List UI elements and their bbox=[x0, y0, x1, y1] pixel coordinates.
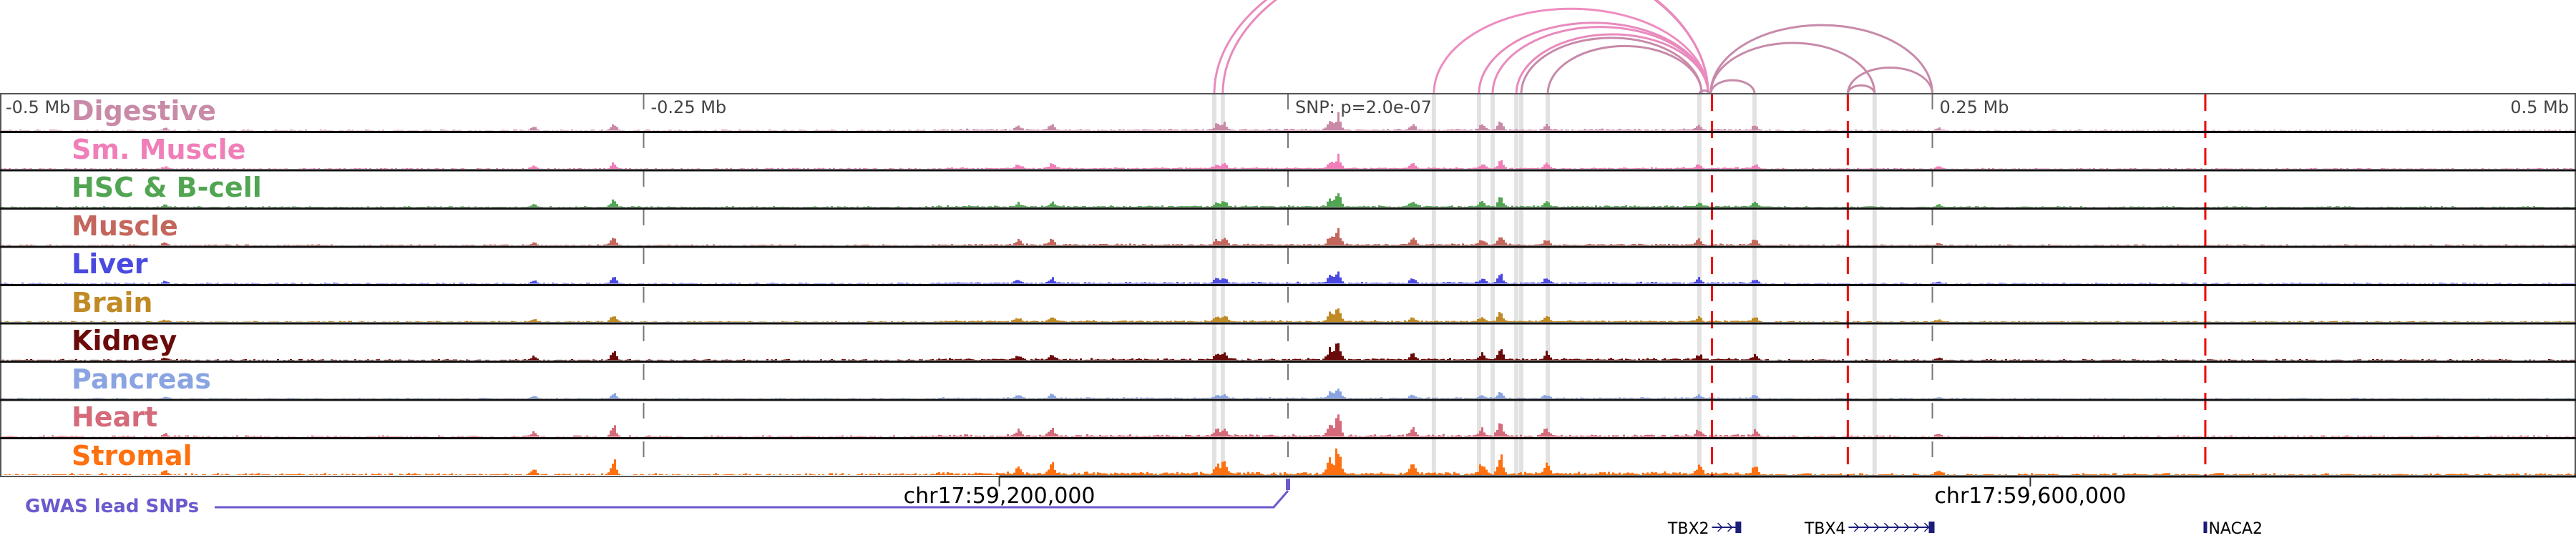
track-label-pancreas: Pancreas bbox=[72, 363, 211, 395]
strand-arrow-icon bbox=[1717, 522, 1723, 532]
gene-label-tbx2: TBX2 bbox=[1667, 520, 1709, 538]
signal-digestive bbox=[0, 112, 2576, 131]
strand-arrow-icon bbox=[1727, 522, 1733, 532]
loop-arc bbox=[1709, 79, 1756, 94]
track-label-brain: Brain bbox=[72, 286, 153, 318]
loop-arc bbox=[1546, 44, 1703, 94]
gwas-connector-line bbox=[215, 490, 1289, 509]
loop-arc bbox=[1221, 0, 1709, 94]
loop-arc bbox=[1433, 7, 1709, 94]
track-label-liver: Liver bbox=[72, 248, 148, 280]
strand-arrow-icon bbox=[1873, 522, 1880, 532]
loop-arc bbox=[1709, 41, 1876, 94]
strand-arrow-icon bbox=[1853, 522, 1860, 532]
gene-models bbox=[1712, 522, 2207, 533]
gene-exon bbox=[2203, 522, 2207, 533]
loop-arc bbox=[1520, 36, 1703, 94]
loop-arc bbox=[1846, 84, 1876, 94]
strand-arrow-icon bbox=[1883, 522, 1890, 532]
signal-liver bbox=[0, 271, 2576, 284]
signal-hsc-b-cell bbox=[0, 193, 2576, 207]
loop-arc bbox=[1698, 89, 1711, 94]
loop-arc bbox=[1846, 66, 1933, 94]
track-label-sm-muscle: Sm. Muscle bbox=[72, 133, 246, 165]
signal-brain bbox=[0, 308, 2576, 322]
loop-arc bbox=[1478, 21, 1709, 94]
gwas-connector bbox=[215, 479, 1290, 509]
strand-arrow-icon bbox=[1903, 522, 1910, 532]
axis-tick-label: 0.5 Mb bbox=[2510, 97, 2569, 117]
loop-arc bbox=[1491, 26, 1709, 94]
signal-muscle bbox=[0, 228, 2576, 245]
strand-arrow-icon bbox=[1863, 522, 1870, 532]
signal-sm-muscle bbox=[0, 153, 2576, 169]
track-label-kidney: Kidney bbox=[72, 325, 177, 356]
gene-exon bbox=[1735, 522, 1742, 533]
axis-tick-lines bbox=[643, 94, 1933, 476]
loop-arc bbox=[1709, 24, 1933, 94]
gene-label-tbx4: TBX4 bbox=[1804, 520, 1846, 538]
track-label-muscle: Muscle bbox=[72, 210, 178, 242]
signal-pancreas bbox=[0, 388, 2576, 398]
axis-tick-label: -0.25 Mb bbox=[650, 97, 727, 117]
strand-arrow-icon bbox=[1913, 522, 1920, 532]
strand-arrow-icon bbox=[1893, 522, 1900, 532]
gwas-track-label: GWAS lead SNPs bbox=[25, 496, 200, 517]
axis-tick-label: 0.25 Mb bbox=[1939, 97, 2009, 117]
coordinate-label: chr17:59,200,000 bbox=[903, 484, 1096, 509]
chromatin-loop-arcs bbox=[1213, 0, 1933, 94]
track-borders bbox=[0, 93, 2576, 486]
track-label-heart: Heart bbox=[72, 401, 158, 433]
axis-tick-label: SNP: p=2.0e-07 bbox=[1295, 97, 1432, 117]
strand-arrow-icon bbox=[1923, 522, 1930, 532]
signal-kidney bbox=[0, 343, 2576, 361]
track-label-hsc-b-cell: HSC & B-cell bbox=[72, 172, 262, 203]
coordinate-label: chr17:59,600,000 bbox=[1934, 484, 2127, 509]
loop-arc bbox=[1515, 33, 1709, 94]
gwas-snp-marker[interactable] bbox=[1286, 479, 1290, 490]
track-label-digestive: Digestive bbox=[72, 95, 216, 127]
track-label-stromal: Stromal bbox=[72, 439, 192, 471]
gene-exon bbox=[1928, 522, 1935, 533]
axis-tick-label: -0.5 Mb bbox=[6, 97, 71, 117]
gene-label-naca2: NACA2 bbox=[2208, 520, 2263, 538]
